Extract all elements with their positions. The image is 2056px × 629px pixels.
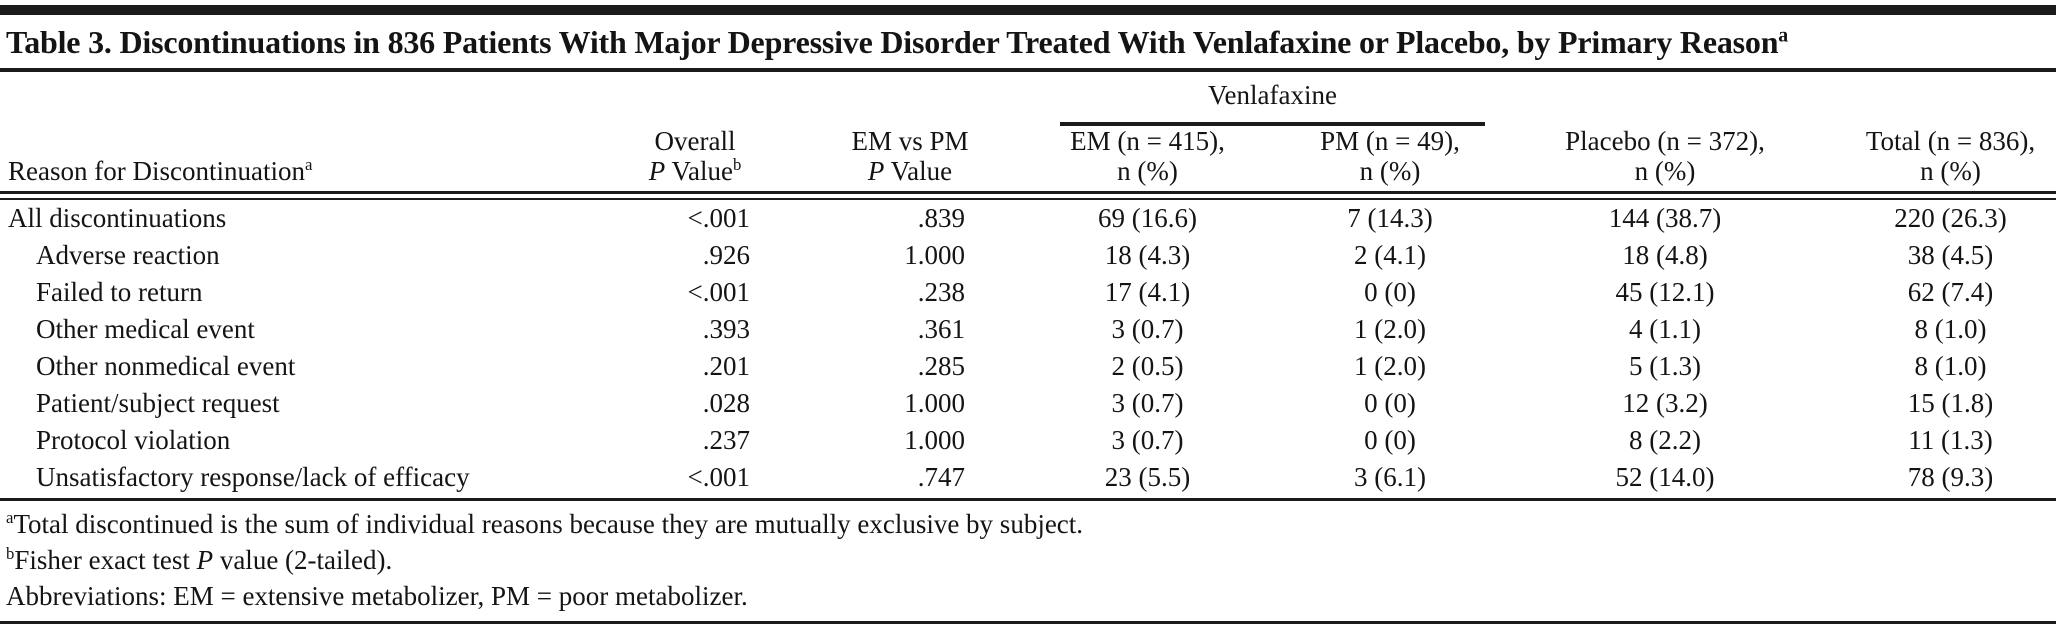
row-em-vs-pm-pvalue: .839 <box>917 203 965 233</box>
row-em-n: 17 (4.1) <box>1104 277 1191 307</box>
row-em-n: 69 (16.6) <box>1098 203 1197 233</box>
row-reason: All discontinuations <box>8 203 227 233</box>
pvalue-footnote-marker: b <box>732 155 742 174</box>
table-row: Other medical event .393 .361 3 (0.7) 1 … <box>0 311 2056 348</box>
row-em-vs-pm-pvalue: .747 <box>917 462 965 492</box>
title-divider-rule <box>0 68 2056 72</box>
row-em-n: 2 (0.5) <box>1111 351 1184 381</box>
row-total-n: 78 (9.3) <box>1907 462 1994 492</box>
row-placebo-n: 144 (38.7) <box>1608 203 1722 233</box>
row-total-n: 8 (1.0) <box>1914 351 1987 381</box>
footnote-b: bFisher exact test P value (2-tailed). <box>6 544 393 575</box>
row-em-n: 3 (0.7) <box>1111 314 1184 344</box>
row-pm-n: 2 (4.1) <box>1354 240 1426 270</box>
row-placebo-n: 12 (3.2) <box>1622 388 1708 418</box>
row-reason: Other medical event <box>36 314 255 344</box>
row-reason: Other nonmedical event <box>36 351 296 381</box>
body-footnote-divider-rule <box>0 498 2056 501</box>
table-row: Adverse reaction .926 1.000 18 (4.3) 2 (… <box>0 237 2056 274</box>
row-total-n: 8 (1.0) <box>1914 314 1987 344</box>
top-rule <box>0 5 2056 15</box>
row-reason: Failed to return <box>36 277 203 307</box>
row-placebo-n: 8 (2.2) <box>1629 425 1701 455</box>
row-total-n: 15 (1.8) <box>1907 388 1994 418</box>
footnote-abbreviations: Abbreviations: EM = extensive metabolize… <box>6 581 748 611</box>
row-placebo-n: 5 (1.3) <box>1629 351 1701 381</box>
row-placebo-n: 18 (4.8) <box>1622 240 1708 270</box>
bottom-rule <box>0 621 2056 624</box>
table-title-footnote-marker: a <box>1778 24 1789 47</box>
row-em-vs-pm-pvalue: 1.000 <box>904 425 965 455</box>
header-divider-double-rule <box>0 191 2056 200</box>
row-em-vs-pm-pvalue: 1.000 <box>904 388 965 418</box>
row-placebo-n: 45 (12.1) <box>1615 277 1715 307</box>
footnotes: aTotal discontinued is the sum of indivi… <box>0 501 2056 614</box>
row-total-n: 11 (1.3) <box>1908 425 1993 455</box>
table-row: Patient/subject request .028 1.000 3 (0.… <box>0 385 2056 422</box>
reason-footnote-marker: a <box>304 155 313 174</box>
table-title: Table 3. Discontinuations in 836 Patient… <box>0 15 2056 68</box>
table-row: Unsatisfactory response/lack of efficacy… <box>0 459 2056 496</box>
row-overall-pvalue: <.001 <box>687 203 750 233</box>
row-pm-n: 0 (0) <box>1364 388 1416 418</box>
col-header-reason: Reason for Discontinuationa <box>8 155 313 186</box>
row-pm-n: 1 (2.0) <box>1354 314 1426 344</box>
table-title-text: Table 3. Discontinuations in 836 Patient… <box>6 24 1779 60</box>
row-overall-pvalue: <.001 <box>687 462 750 492</box>
row-em-n: 3 (0.7) <box>1111 388 1184 418</box>
row-overall-pvalue: .237 <box>702 425 750 455</box>
table-row: Other nonmedical event .201 .285 2 (0.5)… <box>0 348 2056 385</box>
table-row: Failed to return <.001 .238 17 (4.1) 0 (… <box>0 274 2056 311</box>
col-header-overall-pvalue: Overall P Valueb <box>648 126 742 186</box>
row-reason: Patient/subject request <box>36 388 280 418</box>
table-row: Protocol violation .237 1.000 3 (0.7) 0 … <box>0 422 2056 459</box>
spanner-header-row: Venlafaxine <box>0 72 2056 126</box>
venlafaxine-spanner-label: Venlafaxine <box>1060 72 1485 126</box>
row-em-vs-pm-pvalue: .361 <box>917 314 965 344</box>
row-pm-n: 0 (0) <box>1364 277 1416 307</box>
row-placebo-n: 4 (1.1) <box>1629 314 1701 344</box>
row-overall-pvalue: .393 <box>702 314 750 344</box>
col-header-placebo-n: Placebo (n = 372), n (%) <box>1565 126 1765 186</box>
row-total-n: 38 (4.5) <box>1907 240 1994 270</box>
row-reason: Protocol violation <box>36 425 231 455</box>
footnote-a-marker: a <box>6 508 14 527</box>
row-overall-pvalue: .926 <box>702 240 750 270</box>
row-pm-n: 0 (0) <box>1364 425 1416 455</box>
col-header-pm-n: PM (n = 49), n (%) <box>1320 126 1460 186</box>
row-total-n: 62 (7.4) <box>1907 277 1994 307</box>
row-em-n: 18 (4.3) <box>1104 240 1191 270</box>
row-em-n: 23 (5.5) <box>1104 462 1191 492</box>
row-overall-pvalue: .028 <box>702 388 750 418</box>
row-em-vs-pm-pvalue: .238 <box>917 277 965 307</box>
row-reason: Adverse reaction <box>36 240 220 270</box>
row-placebo-n: 52 (14.0) <box>1615 462 1715 492</box>
footnote-a: aTotal discontinued is the sum of indivi… <box>6 508 1084 539</box>
row-pm-n: 1 (2.0) <box>1354 351 1426 381</box>
table-body: All discontinuations <.001 .839 69 (16.6… <box>0 200 2056 496</box>
row-reason: Unsatisfactory response/lack of efficacy <box>36 462 470 492</box>
row-em-n: 3 (0.7) <box>1111 425 1184 455</box>
venlafaxine-spanner: Venlafaxine <box>1000 72 1485 126</box>
row-pm-n: 7 (14.3) <box>1347 203 1433 233</box>
row-overall-pvalue: <.001 <box>687 277 750 307</box>
row-em-vs-pm-pvalue: 1.000 <box>904 240 965 270</box>
footnote-b-marker: b <box>6 544 15 563</box>
row-overall-pvalue: .201 <box>702 351 750 381</box>
col-header-em-n: EM (n = 415), n (%) <box>1070 126 1225 186</box>
col-header-em-vs-pm-pvalue: EM vs PM P Value <box>851 126 969 186</box>
table-row: All discontinuations <.001 .839 69 (16.6… <box>0 200 2056 237</box>
row-pm-n: 3 (6.1) <box>1354 462 1426 492</box>
col-header-total-n: Total (n = 836), n (%) <box>1865 126 2036 186</box>
column-header-row: Reason for Discontinuationa Overall P Va… <box>0 126 2056 191</box>
row-total-n: 220 (26.3) <box>1894 203 2007 233</box>
row-em-vs-pm-pvalue: .285 <box>917 351 965 381</box>
